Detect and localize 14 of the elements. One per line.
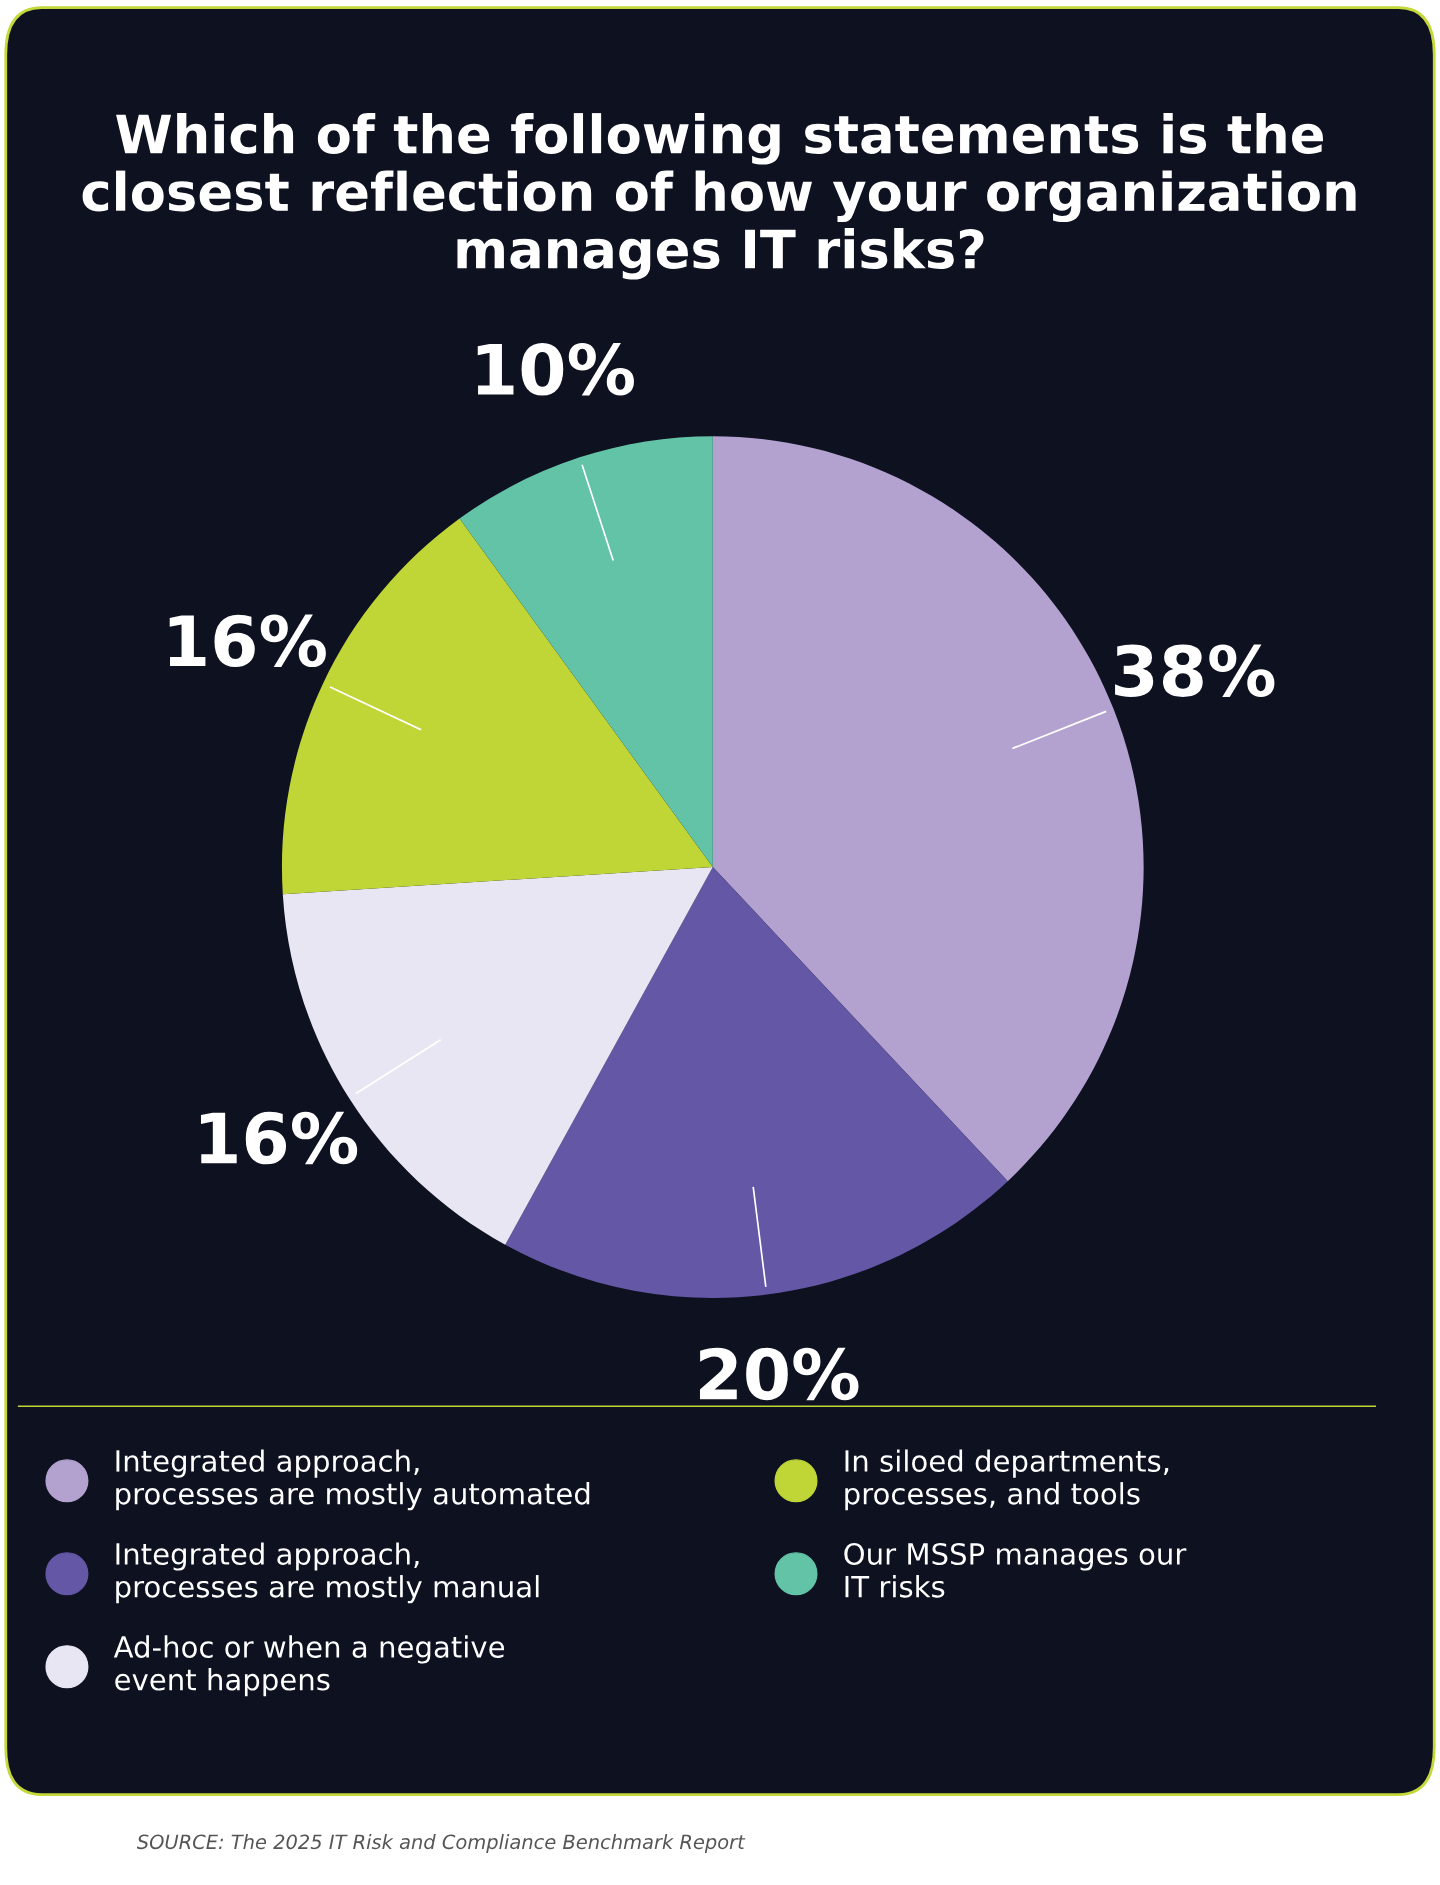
data-label: 16% bbox=[169, 614, 326, 668]
pie-slice bbox=[459, 436, 713, 868]
data-label: 20% bbox=[699, 1347, 859, 1401]
legend-label: Ad-hoc or when a negative event happens bbox=[113, 1635, 505, 1697]
data-label: 10% bbox=[477, 343, 634, 396]
legend-label: In siloed departments, processes, and tools bbox=[845, 1449, 1169, 1511]
legend-label: Our MSSP manages our IT risks bbox=[844, 1542, 1187, 1598]
data-label: 38% bbox=[1115, 644, 1275, 697]
legend-label: Integrated approach, processes are mostly automated bbox=[116, 1449, 590, 1511]
data-label: 16% bbox=[200, 1111, 358, 1165]
source-note: SOURCE: The 2025 IT Risk and Compliance Benchmark Report bbox=[136, 1834, 746, 1853]
legend-label: Integrated approach, processes are mostly manual bbox=[116, 1542, 539, 1604]
pie-slice bbox=[505, 867, 1008, 1298]
chart-title: Which of the following statements is the closest reflection of how your organization manages IT risks? bbox=[82, 113, 1356, 280]
